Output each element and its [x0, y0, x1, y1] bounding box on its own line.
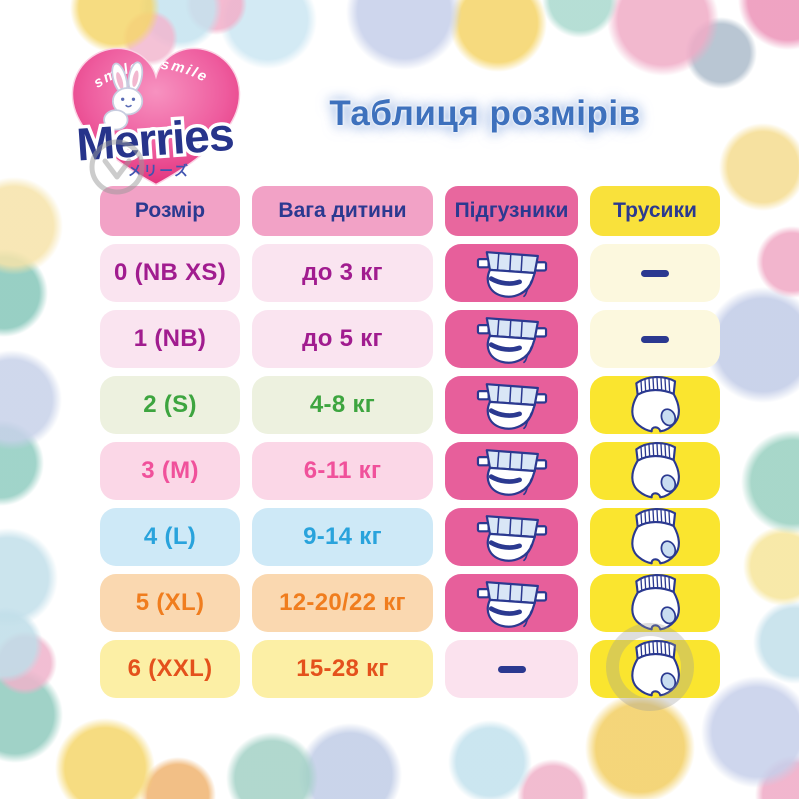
dash-icon [641, 269, 669, 277]
weight-cell: 6-11 кг [252, 442, 433, 500]
column-header-diapers: Підгузники [445, 186, 578, 236]
watermark-ring [606, 623, 694, 711]
column-header-pants: Трусики [590, 186, 720, 236]
diaper-icon [464, 574, 560, 632]
pants-availability-cell [590, 508, 720, 566]
weight-cell: 12-20/22 кг [252, 574, 433, 632]
weight-cell: до 3 кг [252, 244, 433, 302]
pants-availability-cell [590, 310, 720, 368]
size-cell: 5 (XL) [100, 574, 240, 632]
diapers-availability-cell [445, 376, 578, 434]
diaper-icon [464, 244, 560, 302]
pants-icon [621, 504, 689, 568]
diaper-icon [464, 310, 560, 368]
pants-availability-cell [590, 376, 720, 434]
diapers-availability-cell [445, 640, 578, 698]
dash-icon [641, 335, 669, 343]
diapers-availability-cell [445, 244, 578, 302]
weight-cell: 15-28 кг [252, 640, 433, 698]
diapers-availability-cell [445, 310, 578, 368]
size-cell: 3 (M) [100, 442, 240, 500]
size-cell: 2 (S) [100, 376, 240, 434]
size-cell: 6 (XXL) [100, 640, 240, 698]
diapers-availability-cell [445, 508, 578, 566]
weight-cell: 4-8 кг [252, 376, 433, 434]
weight-cell: 9-14 кг [252, 508, 433, 566]
size-table: Розмір Вага дитини Підгузники Трусики 0 … [100, 186, 720, 698]
pants-icon [621, 438, 689, 502]
pants-icon [621, 372, 689, 436]
dash-icon [497, 665, 526, 673]
diaper-icon [464, 508, 560, 566]
size-cell: 4 (L) [100, 508, 240, 566]
watermark-chevron-ring [89, 139, 145, 195]
size-cell: 1 (NB) [100, 310, 240, 368]
diaper-icon [464, 442, 560, 500]
weight-cell: до 5 кг [252, 310, 433, 368]
size-cell: 0 (NB XS) [100, 244, 240, 302]
diaper-icon [464, 376, 560, 434]
diapers-availability-cell [445, 574, 578, 632]
column-header-weight: Вага дитини [252, 186, 433, 236]
diapers-availability-cell [445, 442, 578, 500]
pants-availability-cell [590, 442, 720, 500]
page-title: Таблиця розмірів [329, 94, 641, 133]
pants-availability-cell [590, 244, 720, 302]
